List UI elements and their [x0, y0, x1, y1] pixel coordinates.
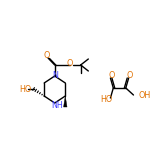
Polygon shape — [64, 96, 67, 107]
Text: O: O — [67, 59, 73, 69]
Text: OH: OH — [138, 90, 150, 100]
Text: HO: HO — [100, 95, 113, 105]
Text: O: O — [44, 50, 50, 59]
Text: HO: HO — [19, 85, 31, 93]
Text: O: O — [126, 71, 133, 79]
Text: N: N — [52, 71, 58, 79]
Text: O: O — [108, 71, 115, 79]
Text: NH: NH — [52, 100, 64, 109]
